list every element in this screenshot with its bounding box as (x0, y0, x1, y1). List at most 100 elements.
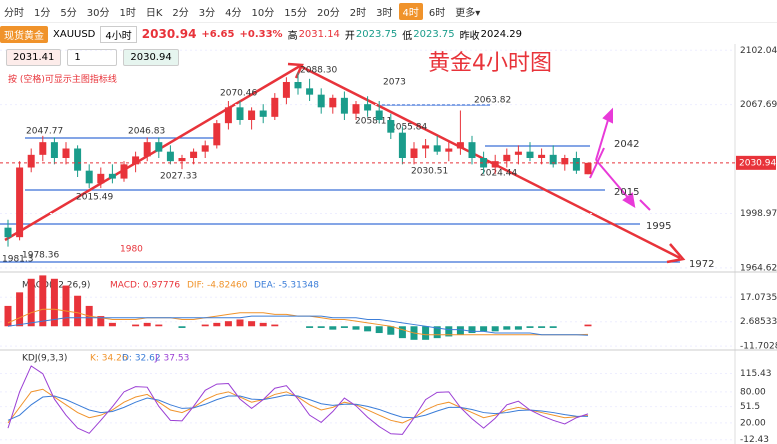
candle-body (74, 148, 82, 171)
sell-price[interactable]: 2030.94 (123, 49, 179, 66)
period-tab[interactable]: 20分 (317, 7, 340, 19)
period-tab[interactable]: 5分 (60, 7, 77, 19)
annotation: 1978.36 (22, 251, 59, 261)
candle-body (282, 82, 290, 98)
y-tick-label: -11.70283 (740, 342, 777, 352)
candle-body (62, 148, 70, 158)
label: 开 (344, 30, 355, 42)
period-tab[interactable]: 3分 (198, 7, 216, 19)
period-tab[interactable]: 4分 (225, 7, 242, 19)
candle-body (398, 132, 406, 158)
candle-body (387, 120, 395, 133)
macd-bar (108, 322, 116, 327)
y-tick-label: 115.43 (740, 369, 772, 379)
last-price-box (736, 155, 776, 170)
macd-bar (352, 326, 360, 330)
annotation: 2047.77 (26, 127, 63, 137)
period-tab[interactable]: 分时 (4, 7, 24, 19)
candle-body (503, 154, 511, 162)
annotation: 2055.84 (390, 123, 427, 133)
indicator-value: J: 37.53 (154, 354, 189, 364)
period-tab[interactable]: 1分 (34, 7, 51, 19)
buy-price[interactable]: 2031.41 (6, 49, 62, 66)
y-tick-label: 20.00 (740, 418, 766, 428)
macd-bar (329, 326, 337, 330)
macd-bar (259, 322, 267, 327)
y-tick-label: 1964.62 (740, 263, 777, 273)
candle-body (422, 145, 430, 149)
indicator-value: K: 34.26 (90, 354, 128, 364)
period-tab[interactable]: 3时 (376, 7, 393, 19)
toolbar: 分时 1分 5分 30分 1时 日K 2分 3分 4分 10分 15分 20分 2时 3时 4时 6时 更多▾ (0, 0, 777, 23)
level-label: 1995 (646, 221, 671, 232)
indicator-label: KDJ(9,3,3) (22, 354, 67, 364)
period-tab[interactable]: 6时 (428, 7, 446, 19)
period-tab[interactable]: 日K (145, 7, 163, 19)
macd-bar (456, 326, 464, 335)
annotation: 2046.83 (128, 127, 165, 137)
period-tab[interactable]: 2时 (349, 7, 367, 19)
candle-body (480, 158, 488, 168)
candle-body (526, 151, 534, 158)
macd-bar (445, 326, 453, 337)
price: 2030.94 (141, 27, 197, 41)
annotation: 2063.82 (474, 96, 511, 106)
macd-bar (39, 275, 47, 327)
level-label: 1972 (689, 259, 714, 270)
period-tab[interactable]: 2分 (172, 7, 189, 19)
change-pct: +0.33% (239, 28, 283, 40)
candle-body (340, 97, 348, 114)
annotation: 2030.51 (411, 167, 448, 177)
candle-body (329, 97, 337, 108)
annotation: 2024.44 (480, 169, 517, 179)
macd-bar (480, 326, 488, 332)
period[interactable]: 4小时 (100, 25, 137, 43)
macd-bar (364, 326, 372, 332)
macd-bar (97, 316, 105, 327)
macd-bar (514, 326, 522, 330)
annotation: 2027.33 (160, 172, 197, 182)
macd-bar (422, 326, 430, 340)
candle-body (514, 151, 522, 155)
candle-body (108, 173, 116, 179)
candle-body (584, 162, 592, 175)
macd-bar (375, 326, 383, 334)
candle-body (166, 151, 174, 162)
period-tab[interactable]: 4时 (398, 2, 423, 20)
candle-body (143, 142, 151, 157)
period-tab[interactable]: 30分 (86, 7, 110, 19)
macd-bar (4, 305, 12, 327)
quantity[interactable]: 1 (67, 49, 118, 66)
symbol-name[interactable]: 现货黄金 (0, 25, 48, 43)
macd-bar (387, 326, 395, 335)
trend-lines (4, 62, 686, 264)
level-label: 2042 (614, 139, 639, 150)
candle-body (306, 88, 314, 95)
d-line (7, 394, 589, 421)
indicator-value: MACD: 0.97776 (110, 281, 180, 291)
macd-bar (398, 326, 406, 339)
candle-body (468, 142, 476, 158)
chart-title: 黄金4小时图 (428, 51, 552, 76)
period-tab[interactable]: 10分 (251, 7, 275, 19)
macd-bar (538, 326, 546, 328)
candle-body (538, 154, 546, 158)
macd-bar (178, 326, 186, 328)
candle-body (178, 158, 186, 162)
y-tick-label: 2067.69 (740, 100, 777, 110)
period-tab[interactable]: 1时 (119, 7, 136, 19)
macd-bar (132, 324, 140, 327)
period-tab[interactable]: 15分 (284, 7, 308, 19)
macd-bar (236, 319, 244, 327)
candle-body (236, 107, 244, 120)
candle-body (375, 110, 383, 120)
label: 昨收 (459, 30, 480, 42)
candle-body (120, 164, 128, 179)
annotation: 2073 (383, 78, 406, 88)
annotation: 1981.3 (2, 255, 34, 265)
period-tab[interactable]: 更多▾ (455, 7, 481, 19)
macd-bar (62, 285, 70, 327)
level-label: 2015 (614, 187, 639, 198)
k-line (7, 388, 589, 424)
